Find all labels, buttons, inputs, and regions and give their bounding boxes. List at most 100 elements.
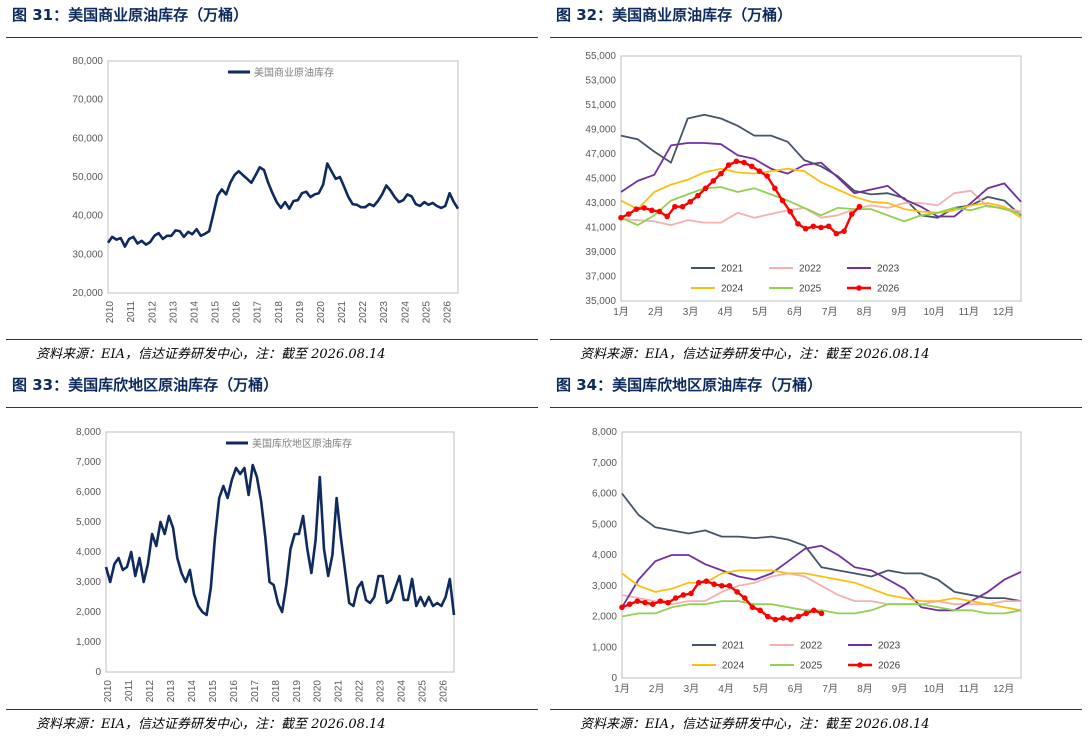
y-tick-label: 1,000 [76,637,101,648]
y-tick-label: 4,000 [76,547,101,558]
data-point-2026 [748,163,755,170]
series-line [106,162,460,248]
legend-marker-2026 [857,662,863,668]
x-tick-label: 2023 [379,301,390,324]
x-tick-label: 9月 [891,306,907,318]
y-tick-label: 20,000 [72,288,103,299]
x-tick-label: 2011 [126,301,137,323]
x-tick-label: 2014 [187,680,198,703]
y-tick-label: 8,000 [76,427,101,438]
legend-label-2022: 2022 [799,264,822,275]
y-tick-label: 0 [95,667,101,678]
x-tick-label: 2019 [292,680,303,703]
data-point-2026 [749,604,756,611]
x-tick-label: 8月 [857,306,873,318]
x-tick-label: 4月 [718,306,734,318]
x-tick-label: 2021 [334,680,345,703]
x-tick-label: 2017 [253,301,264,324]
x-tick-label: 12月 [993,306,1014,318]
series-line-2022 [620,189,1022,226]
x-tick-label: 2016 [232,301,243,324]
source-note: 资料来源：EIA，信达证券研发中心，注：截至 2026.08.14 [580,717,930,732]
x-tick-label: 12月 [993,683,1014,695]
data-point-2026 [764,613,771,620]
x-tick-label: 2月 [648,306,664,318]
x-tick-label: 2024 [397,680,408,703]
top-rule [550,407,1082,408]
data-point-2026 [656,208,663,215]
x-tick-label: 6月 [787,306,803,318]
x-tick-label: 2023 [376,680,387,703]
y-tick-label: 37,000 [585,272,616,283]
y-tick-label: 2,000 [76,607,101,618]
x-tick-label: 2026 [442,301,453,324]
data-point-2026 [664,213,670,220]
legend-marker-2026 [856,285,862,291]
series-line-2023 [621,544,1022,612]
x-tick-label: 10月 [924,683,945,695]
series-line-2025 [620,186,1022,226]
x-tick-label: 2011 [124,680,135,702]
source-note: 资料来源：EIA，信达证券研发中心，注：截至 2026.08.14 [36,717,386,732]
x-tick-label: 3月 [684,683,700,695]
data-point-2026 [672,203,678,210]
y-tick-label: 55,000 [585,51,616,62]
legend-label: 美国商业原油库存 [254,66,334,79]
y-tick-label: 39,000 [585,247,616,258]
plot-frame [621,431,1022,679]
plot-frame [620,55,1022,302]
y-tick-label: 4,000 [592,550,617,561]
x-tick-label: 5月 [752,306,768,318]
x-tick-label: 2015 [208,680,219,703]
y-tick-label: 60,000 [72,133,103,144]
data-point-2026 [726,582,733,589]
y-tick-label: 6,000 [76,487,101,498]
legend-label-2026: 2026 [878,661,901,672]
y-tick-label: 70,000 [72,95,103,106]
y-tick-label: 80,000 [72,56,103,67]
panel-fig31: 图 31：美国商业原油库存（万桶） 20,000 30,000 40,000 50,0… [0,0,544,369]
legend-label-2024: 2024 [721,284,744,295]
x-tick-label: 2025 [418,680,429,703]
x-tick-label: 2018 [274,301,285,324]
series-line-2024 [620,167,1022,219]
y-tick-label: 51,000 [585,100,616,111]
data-point-2026 [795,613,802,620]
x-tick-label: 2012 [147,301,158,324]
plot-frame [107,60,459,294]
data-point-2026 [642,599,648,606]
series-line-2025 [621,600,1022,618]
y-tick-label: 7,000 [76,457,101,468]
data-point-2026 [649,601,656,607]
legend-label-2022: 2022 [800,641,823,652]
y-tick-label: 7,000 [592,458,617,469]
x-tick-label: 6月 [788,683,804,695]
bottom-rule [6,709,538,710]
x-tick-label: 9月 [892,683,908,695]
data-point-2026 [818,610,825,617]
figure-title: 图 33：美国库欣地区原油库存（万桶） [12,376,279,394]
series-line-2022 [621,572,1021,606]
bottom-rule [6,339,538,340]
legend-label-2023: 2023 [878,641,901,652]
data-point-2026 [741,159,747,166]
data-point-2026 [741,595,748,601]
data-point-2026 [818,224,824,231]
bottom-rule [550,339,1082,340]
data-point-2026 [848,211,855,217]
legend-label-2024: 2024 [722,661,745,672]
y-tick-label: 5,000 [592,519,617,530]
data-point-2026 [795,221,801,227]
data-point-2026 [672,595,679,601]
panel-fig32: 图 32：美国商业原油库存（万桶） 35,000 37,000 39,000 41,0… [544,0,1088,369]
x-tick-label: 2012 [145,680,156,703]
data-point-2026 [833,230,840,237]
y-tick-label: 50,000 [72,172,103,183]
data-point-2026 [718,170,724,177]
x-tick-label: 2013 [168,301,179,324]
data-point-2026 [648,207,655,214]
data-point-2026 [788,616,794,623]
series-line-2024 [621,569,1022,612]
data-point-2026 [725,162,732,168]
legend-label-2023: 2023 [877,264,900,275]
